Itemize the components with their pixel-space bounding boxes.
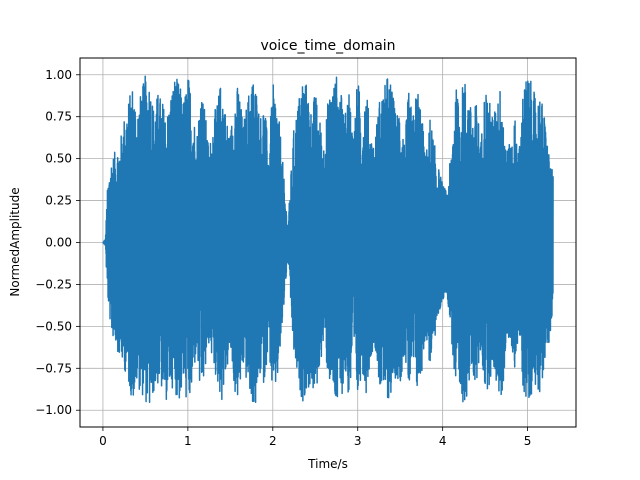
waveform-series xyxy=(102,75,554,404)
y-tick-label: −0.25 xyxy=(35,277,72,291)
y-axis-label: NormedAmplitude xyxy=(8,187,22,296)
x-axis-label: Time/s xyxy=(307,457,348,471)
axis-ticks: 0 1 2 3 4 5 −1.00 −0.75 −0.50 −0.25 0.00 0.25 0.50 0.… xyxy=(35,68,531,448)
y-tick-label: −0.50 xyxy=(35,319,72,333)
y-tick-label: 0.75 xyxy=(45,110,72,124)
y-tick-label: 0.25 xyxy=(45,194,72,208)
waveform-line xyxy=(102,75,554,404)
x-tick-label: 1 xyxy=(184,434,192,448)
y-tick-label: −1.00 xyxy=(35,403,72,417)
x-tick-label: 0 xyxy=(99,434,107,448)
y-tick-label: −0.75 xyxy=(35,361,72,375)
x-tick-label: 5 xyxy=(524,434,532,448)
x-tick-label: 4 xyxy=(439,434,447,448)
chart-title: voice_time_domain xyxy=(260,38,395,54)
y-tick-label: 1.00 xyxy=(45,68,72,82)
y-tick-label: 0.00 xyxy=(45,236,72,250)
x-tick-label: 2 xyxy=(269,434,277,448)
x-tick-label: 3 xyxy=(354,434,362,448)
y-tick-label: 0.50 xyxy=(45,152,72,166)
